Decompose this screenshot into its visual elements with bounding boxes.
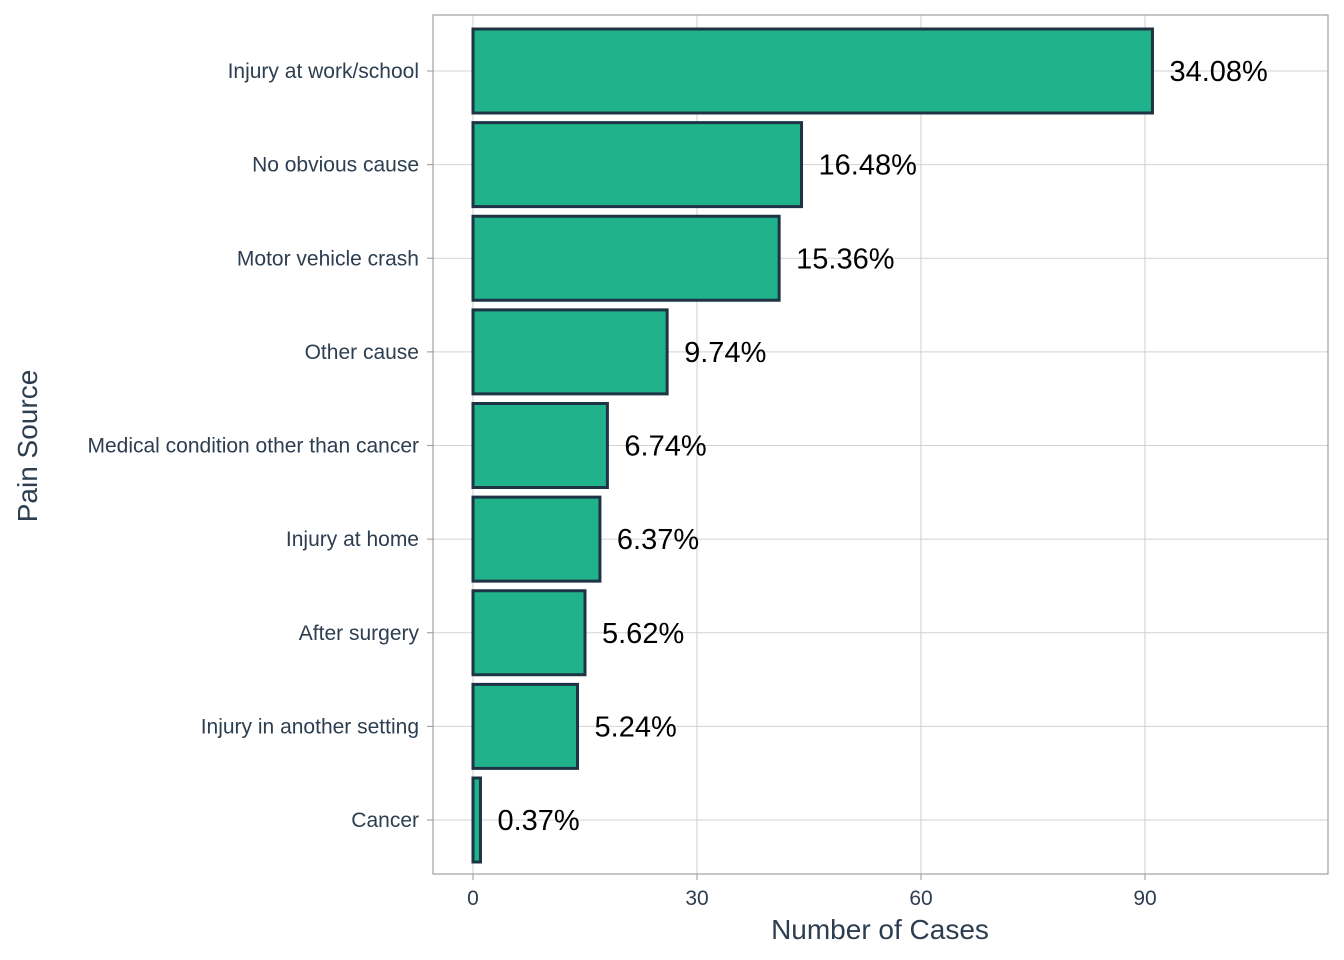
bar <box>471 776 482 864</box>
y-tick-label: Cancer <box>351 809 419 832</box>
data-label: 9.74% <box>684 337 766 369</box>
label-layer: 34.08% 16.48% 15.36% 9.74% 6.74% 6.37% 5.62% 5.… <box>497 56 1267 837</box>
bar <box>471 27 1154 115</box>
bar <box>471 589 587 677</box>
y-tick-label: Injury at home <box>286 528 419 551</box>
y-tick-label: Medical condition other than cancer <box>87 435 419 458</box>
bar <box>471 308 669 396</box>
y-axis-title: Pain Source <box>12 370 43 523</box>
y-tick-label: Other cause <box>305 341 419 364</box>
x-axis-title: Number of Cases <box>771 914 989 945</box>
bar-layer <box>471 27 1154 864</box>
y-tick-label: Injury at work/school <box>228 60 419 83</box>
data-label: 5.62% <box>602 618 684 650</box>
plot-panel-border <box>432 14 1329 875</box>
y-tick-label: Injury in another setting <box>201 715 419 738</box>
x-tick-label: 0 <box>467 887 479 910</box>
x-tick-label: 30 <box>685 887 708 910</box>
data-label: 15.36% <box>796 243 894 275</box>
bar <box>471 682 580 770</box>
x-tick-label: 60 <box>909 887 932 910</box>
y-tick-label: Motor vehicle crash <box>237 247 419 270</box>
data-label: 6.74% <box>624 431 706 463</box>
data-label: 6.37% <box>617 524 699 556</box>
bar <box>471 214 781 302</box>
y-tick-label: No obvious cause <box>252 154 419 177</box>
x-tick-label: 90 <box>1133 887 1156 910</box>
data-label: 34.08% <box>1169 56 1267 88</box>
y-tick-label: After surgery <box>299 622 420 645</box>
axis-layer: Injury at work/school No obvious cause Mot… <box>87 14 1329 910</box>
data-label: 0.37% <box>497 805 579 837</box>
bar <box>471 402 609 489</box>
bar <box>471 495 602 583</box>
data-label: 5.24% <box>595 711 677 743</box>
data-label: 16.48% <box>819 150 917 182</box>
bar <box>471 121 804 209</box>
